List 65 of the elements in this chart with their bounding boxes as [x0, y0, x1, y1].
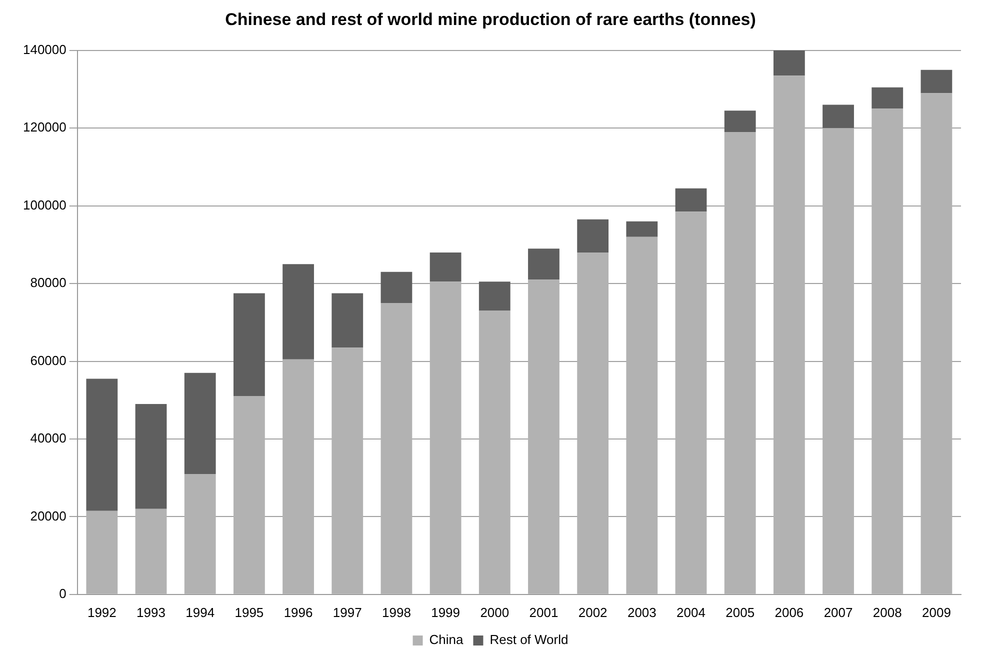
x-tick-label: 1998 — [382, 604, 411, 620]
bar — [86, 510, 118, 594]
x-tick-label: 2004 — [676, 604, 706, 620]
bar — [528, 280, 560, 594]
bar — [233, 293, 265, 396]
bar — [822, 104, 854, 128]
bar — [822, 128, 854, 594]
bar — [872, 108, 904, 594]
x-tick-label: 1993 — [136, 604, 166, 620]
y-tick-label: 120000 — [22, 120, 66, 135]
x-tick-label: 2009 — [922, 604, 951, 620]
bar — [626, 236, 658, 594]
bar — [675, 188, 707, 212]
bar — [332, 348, 364, 594]
bar — [675, 212, 707, 594]
x-tick-label: 1997 — [332, 604, 362, 620]
bar — [184, 474, 216, 594]
y-tick-label: 0 — [59, 586, 66, 601]
bar — [528, 248, 560, 280]
x-tick-label: 2007 — [824, 604, 853, 620]
legend-label: China — [429, 632, 464, 648]
bar — [478, 282, 510, 311]
x-tick-label: 2001 — [529, 604, 558, 620]
x-tick-label: 2000 — [480, 604, 510, 620]
x-tick-label: 2003 — [627, 604, 656, 620]
y-tick-label: 100000 — [22, 197, 66, 212]
y-tick-label: 40000 — [30, 430, 66, 446]
bar — [86, 378, 118, 511]
y-tick-label: 20000 — [30, 508, 66, 524]
bar — [920, 93, 952, 594]
bar — [332, 293, 364, 348]
bar — [577, 252, 609, 594]
bar — [577, 219, 609, 252]
bar — [920, 70, 952, 94]
bar — [184, 372, 216, 474]
bar — [724, 110, 756, 132]
x-tick-label: 2002 — [578, 604, 608, 620]
x-tick-label: 1996 — [284, 604, 313, 620]
bar — [233, 396, 265, 594]
y-tick-label: 140000 — [22, 42, 66, 57]
y-tick-label: 60000 — [30, 352, 66, 368]
bar — [430, 282, 462, 594]
bar — [478, 310, 510, 594]
bar — [626, 221, 658, 237]
bar — [380, 272, 412, 303]
bar — [773, 76, 805, 594]
bar — [430, 252, 462, 282]
bar — [282, 359, 314, 594]
bar — [135, 508, 167, 594]
x-tick-label: 1995 — [234, 604, 264, 620]
bar — [282, 264, 314, 360]
x-tick-label: 2005 — [726, 604, 755, 620]
x-tick-label: 2008 — [872, 604, 902, 620]
x-tick-label: 1992 — [87, 604, 116, 620]
bar — [380, 302, 412, 594]
chart-title: Chinese and rest of world mine production of rare earths (tonnes) — [225, 10, 756, 29]
bar — [135, 404, 167, 509]
y-tick-label: 80000 — [30, 275, 66, 290]
bar — [724, 132, 756, 594]
x-tick-label: 2006 — [774, 604, 804, 620]
bar — [773, 50, 805, 76]
bar — [872, 87, 904, 109]
x-tick-label: 1999 — [431, 604, 460, 620]
legend-label: Rest of World — [490, 632, 568, 648]
x-tick-label: 1994 — [186, 604, 215, 620]
